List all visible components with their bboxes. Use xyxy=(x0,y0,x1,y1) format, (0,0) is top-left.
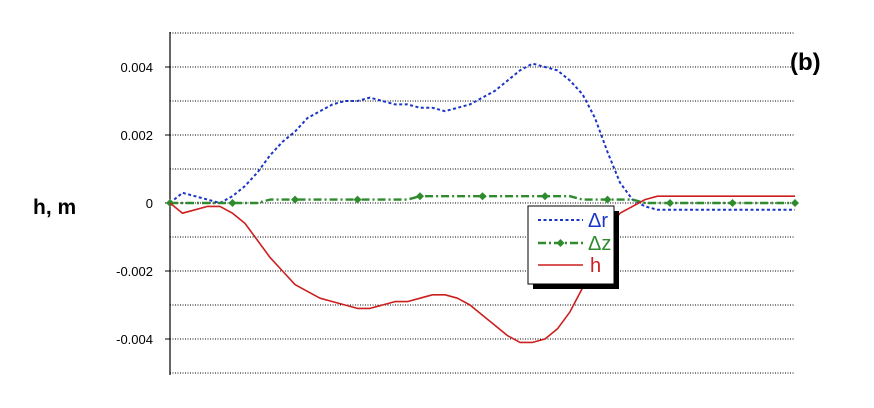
dz-marker xyxy=(478,192,487,201)
dz-marker xyxy=(541,192,549,201)
y-axis-label: h, m xyxy=(33,196,76,219)
legend-label-dz: Δz xyxy=(588,233,611,255)
legend-marker-dz xyxy=(556,239,565,247)
dz-marker xyxy=(228,199,237,207)
panel-label: (b) xyxy=(790,49,821,76)
dz-marker xyxy=(416,192,424,201)
y-tick-label: -0.002 xyxy=(116,264,153,279)
legend-label-dr: Δr xyxy=(588,210,608,232)
series-line-h xyxy=(169,195,795,344)
grid xyxy=(170,32,795,374)
dz-marker xyxy=(291,195,299,204)
y-tick-label: -0.004 xyxy=(116,332,153,347)
y-tick-label: 0.002 xyxy=(120,128,153,143)
y-tick-label: 0 xyxy=(146,196,153,211)
series-group xyxy=(166,62,799,344)
dz-marker xyxy=(728,199,737,207)
legend: Δr Δz h xyxy=(527,205,619,289)
dz-marker xyxy=(666,199,674,207)
y-tick-label: 0.004 xyxy=(120,60,153,75)
dz-marker xyxy=(791,199,799,207)
series-line-dr xyxy=(169,62,795,211)
dz-marker xyxy=(353,195,362,204)
dz-marker xyxy=(603,195,612,204)
y-tick-labels: 0.004 0.002 0 -0.002 -0.004 xyxy=(116,60,170,347)
legend-label-h: h xyxy=(590,255,601,277)
